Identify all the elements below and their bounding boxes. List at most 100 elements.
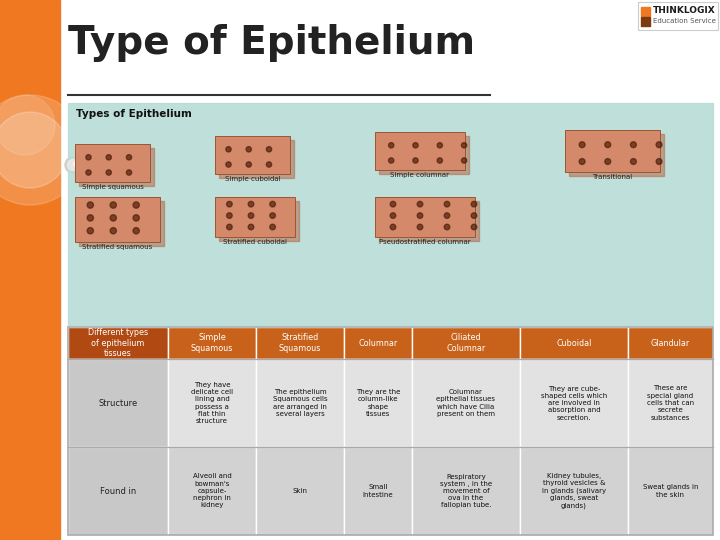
Circle shape <box>246 162 251 167</box>
Bar <box>68 103 713 325</box>
Bar <box>215 136 290 174</box>
Circle shape <box>656 142 662 147</box>
Text: Simple cuboidal: Simple cuboidal <box>225 176 280 182</box>
Text: Respiratory
system , in the
movement of
ova in the
fallopian tube.: Respiratory system , in the movement of … <box>440 474 492 509</box>
Bar <box>68 327 713 535</box>
Bar <box>344 327 412 359</box>
Text: Simple squamous: Simple squamous <box>81 184 143 190</box>
Circle shape <box>413 143 418 148</box>
Bar <box>75 197 160 242</box>
Circle shape <box>390 224 396 230</box>
Text: Simple columnar: Simple columnar <box>390 172 449 178</box>
Circle shape <box>226 162 231 167</box>
Circle shape <box>437 143 443 148</box>
Text: Columnar: Columnar <box>359 339 397 348</box>
Text: They are cube-
shaped cells which
are involved in
absorption and
secretion.: They are cube- shaped cells which are in… <box>541 386 607 421</box>
Circle shape <box>417 224 423 230</box>
Circle shape <box>226 147 231 152</box>
Circle shape <box>87 227 94 234</box>
Bar <box>168 359 256 447</box>
Circle shape <box>471 213 477 218</box>
Text: Alveoli and
bowman's
capsule-
nephron in
kidney: Alveoli and bowman's capsule- nephron in… <box>193 474 231 509</box>
Bar <box>79 148 154 186</box>
Text: Ciliated
Columnar: Ciliated Columnar <box>446 333 485 353</box>
Bar <box>379 201 479 241</box>
Bar <box>638 2 718 30</box>
Circle shape <box>270 201 276 207</box>
Bar <box>215 197 295 237</box>
Bar <box>68 327 168 359</box>
Circle shape <box>106 170 112 175</box>
Bar <box>344 359 412 447</box>
Circle shape <box>389 143 394 148</box>
Text: Cuboidal: Cuboidal <box>557 339 592 348</box>
Text: Found in: Found in <box>100 487 136 496</box>
Circle shape <box>471 201 477 207</box>
Circle shape <box>471 224 477 230</box>
Circle shape <box>87 215 94 221</box>
Text: Stratified
Squamous: Stratified Squamous <box>279 333 321 353</box>
Circle shape <box>248 201 254 207</box>
Text: Type of Epithelium: Type of Epithelium <box>68 24 475 62</box>
Circle shape <box>110 227 117 234</box>
Circle shape <box>227 201 232 207</box>
Text: Different types
of epithelium
tissues: Different types of epithelium tissues <box>88 328 148 358</box>
Circle shape <box>227 224 232 230</box>
Text: Sweat glands in
the skin: Sweat glands in the skin <box>643 484 698 498</box>
Circle shape <box>126 154 132 160</box>
Circle shape <box>227 213 232 218</box>
Circle shape <box>0 95 55 155</box>
Text: Education Service: Education Service <box>653 18 716 24</box>
Bar <box>520 447 628 535</box>
Circle shape <box>87 202 94 208</box>
Circle shape <box>133 215 140 221</box>
Bar <box>628 327 713 359</box>
Text: Stratified cuboidal: Stratified cuboidal <box>223 239 287 245</box>
Circle shape <box>248 213 254 218</box>
Circle shape <box>133 202 140 208</box>
Circle shape <box>390 201 396 207</box>
Circle shape <box>605 159 611 165</box>
Text: Kidney tubules,
thyroid vesicles &
in glands (salivary
glands, sweat
glands): Kidney tubules, thyroid vesicles & in gl… <box>542 473 606 509</box>
Bar <box>628 359 713 447</box>
Circle shape <box>579 142 585 147</box>
Bar <box>344 447 412 535</box>
Text: Skin: Skin <box>292 488 307 494</box>
Circle shape <box>462 143 467 148</box>
Circle shape <box>86 170 91 175</box>
Circle shape <box>110 215 117 221</box>
Text: Stratified squamous: Stratified squamous <box>82 244 153 250</box>
Circle shape <box>270 224 276 230</box>
Circle shape <box>74 162 78 166</box>
Circle shape <box>437 158 443 163</box>
Circle shape <box>390 213 396 218</box>
Bar <box>628 447 713 535</box>
Bar <box>412 359 520 447</box>
Bar <box>256 447 344 535</box>
Circle shape <box>656 159 662 165</box>
Circle shape <box>417 213 423 218</box>
Circle shape <box>579 159 585 165</box>
Bar <box>379 136 469 174</box>
Bar <box>256 359 344 447</box>
Circle shape <box>266 147 271 152</box>
Circle shape <box>417 201 423 207</box>
Circle shape <box>605 142 611 147</box>
Circle shape <box>133 227 140 234</box>
Circle shape <box>413 158 418 163</box>
Text: Transitional: Transitional <box>593 174 633 180</box>
Bar <box>168 327 256 359</box>
Circle shape <box>65 157 81 173</box>
Bar <box>569 134 664 176</box>
Text: The epithelium
Squamous cells
are arranged in
several layers: The epithelium Squamous cells are arrang… <box>273 389 328 417</box>
Circle shape <box>266 162 271 167</box>
Circle shape <box>86 154 91 160</box>
Bar <box>256 327 344 359</box>
Circle shape <box>68 159 78 171</box>
Circle shape <box>631 142 636 147</box>
Circle shape <box>106 154 112 160</box>
Circle shape <box>462 158 467 163</box>
Bar <box>520 327 628 359</box>
Bar <box>375 132 465 170</box>
Circle shape <box>126 170 132 175</box>
